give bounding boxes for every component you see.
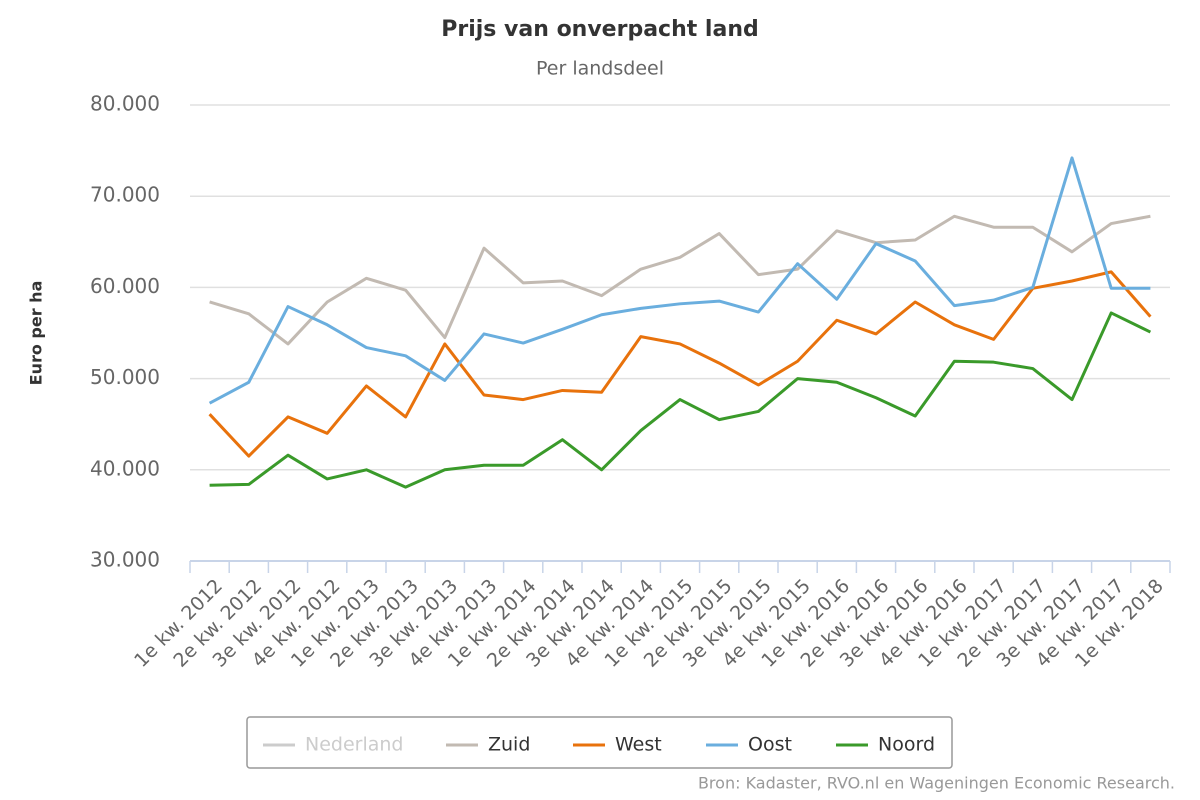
series-line: [208, 270, 1152, 458]
y-tick-label: 50.000: [90, 365, 160, 389]
series-line: [209, 311, 1152, 489]
legend-label: Zuid: [488, 734, 530, 756]
y-tick-label: 70.000: [90, 183, 160, 207]
source: Bron: Kadaster, RVO.nl en Wageningen Eco…: [698, 774, 1175, 793]
y-tick-label: 80.000: [90, 92, 160, 116]
legend-label: Nederland: [305, 734, 404, 756]
y-tick-label: 60.000: [90, 274, 160, 298]
legend-label: West: [615, 734, 662, 756]
chart-subtitle: Per landsdeel: [536, 58, 664, 80]
y-tick-label: 30.000: [90, 548, 160, 572]
legend-label: Oost: [748, 734, 792, 756]
legend-label: Noord: [878, 734, 935, 756]
chart-title: Prijs van onverpacht land: [441, 17, 758, 42]
series-line: [208, 156, 1151, 405]
legend-box: [246, 716, 953, 769]
series-line: [209, 214, 1151, 346]
y-tick-label: 40.000: [90, 456, 160, 480]
y-axis-label: Euro per ha: [27, 281, 46, 386]
